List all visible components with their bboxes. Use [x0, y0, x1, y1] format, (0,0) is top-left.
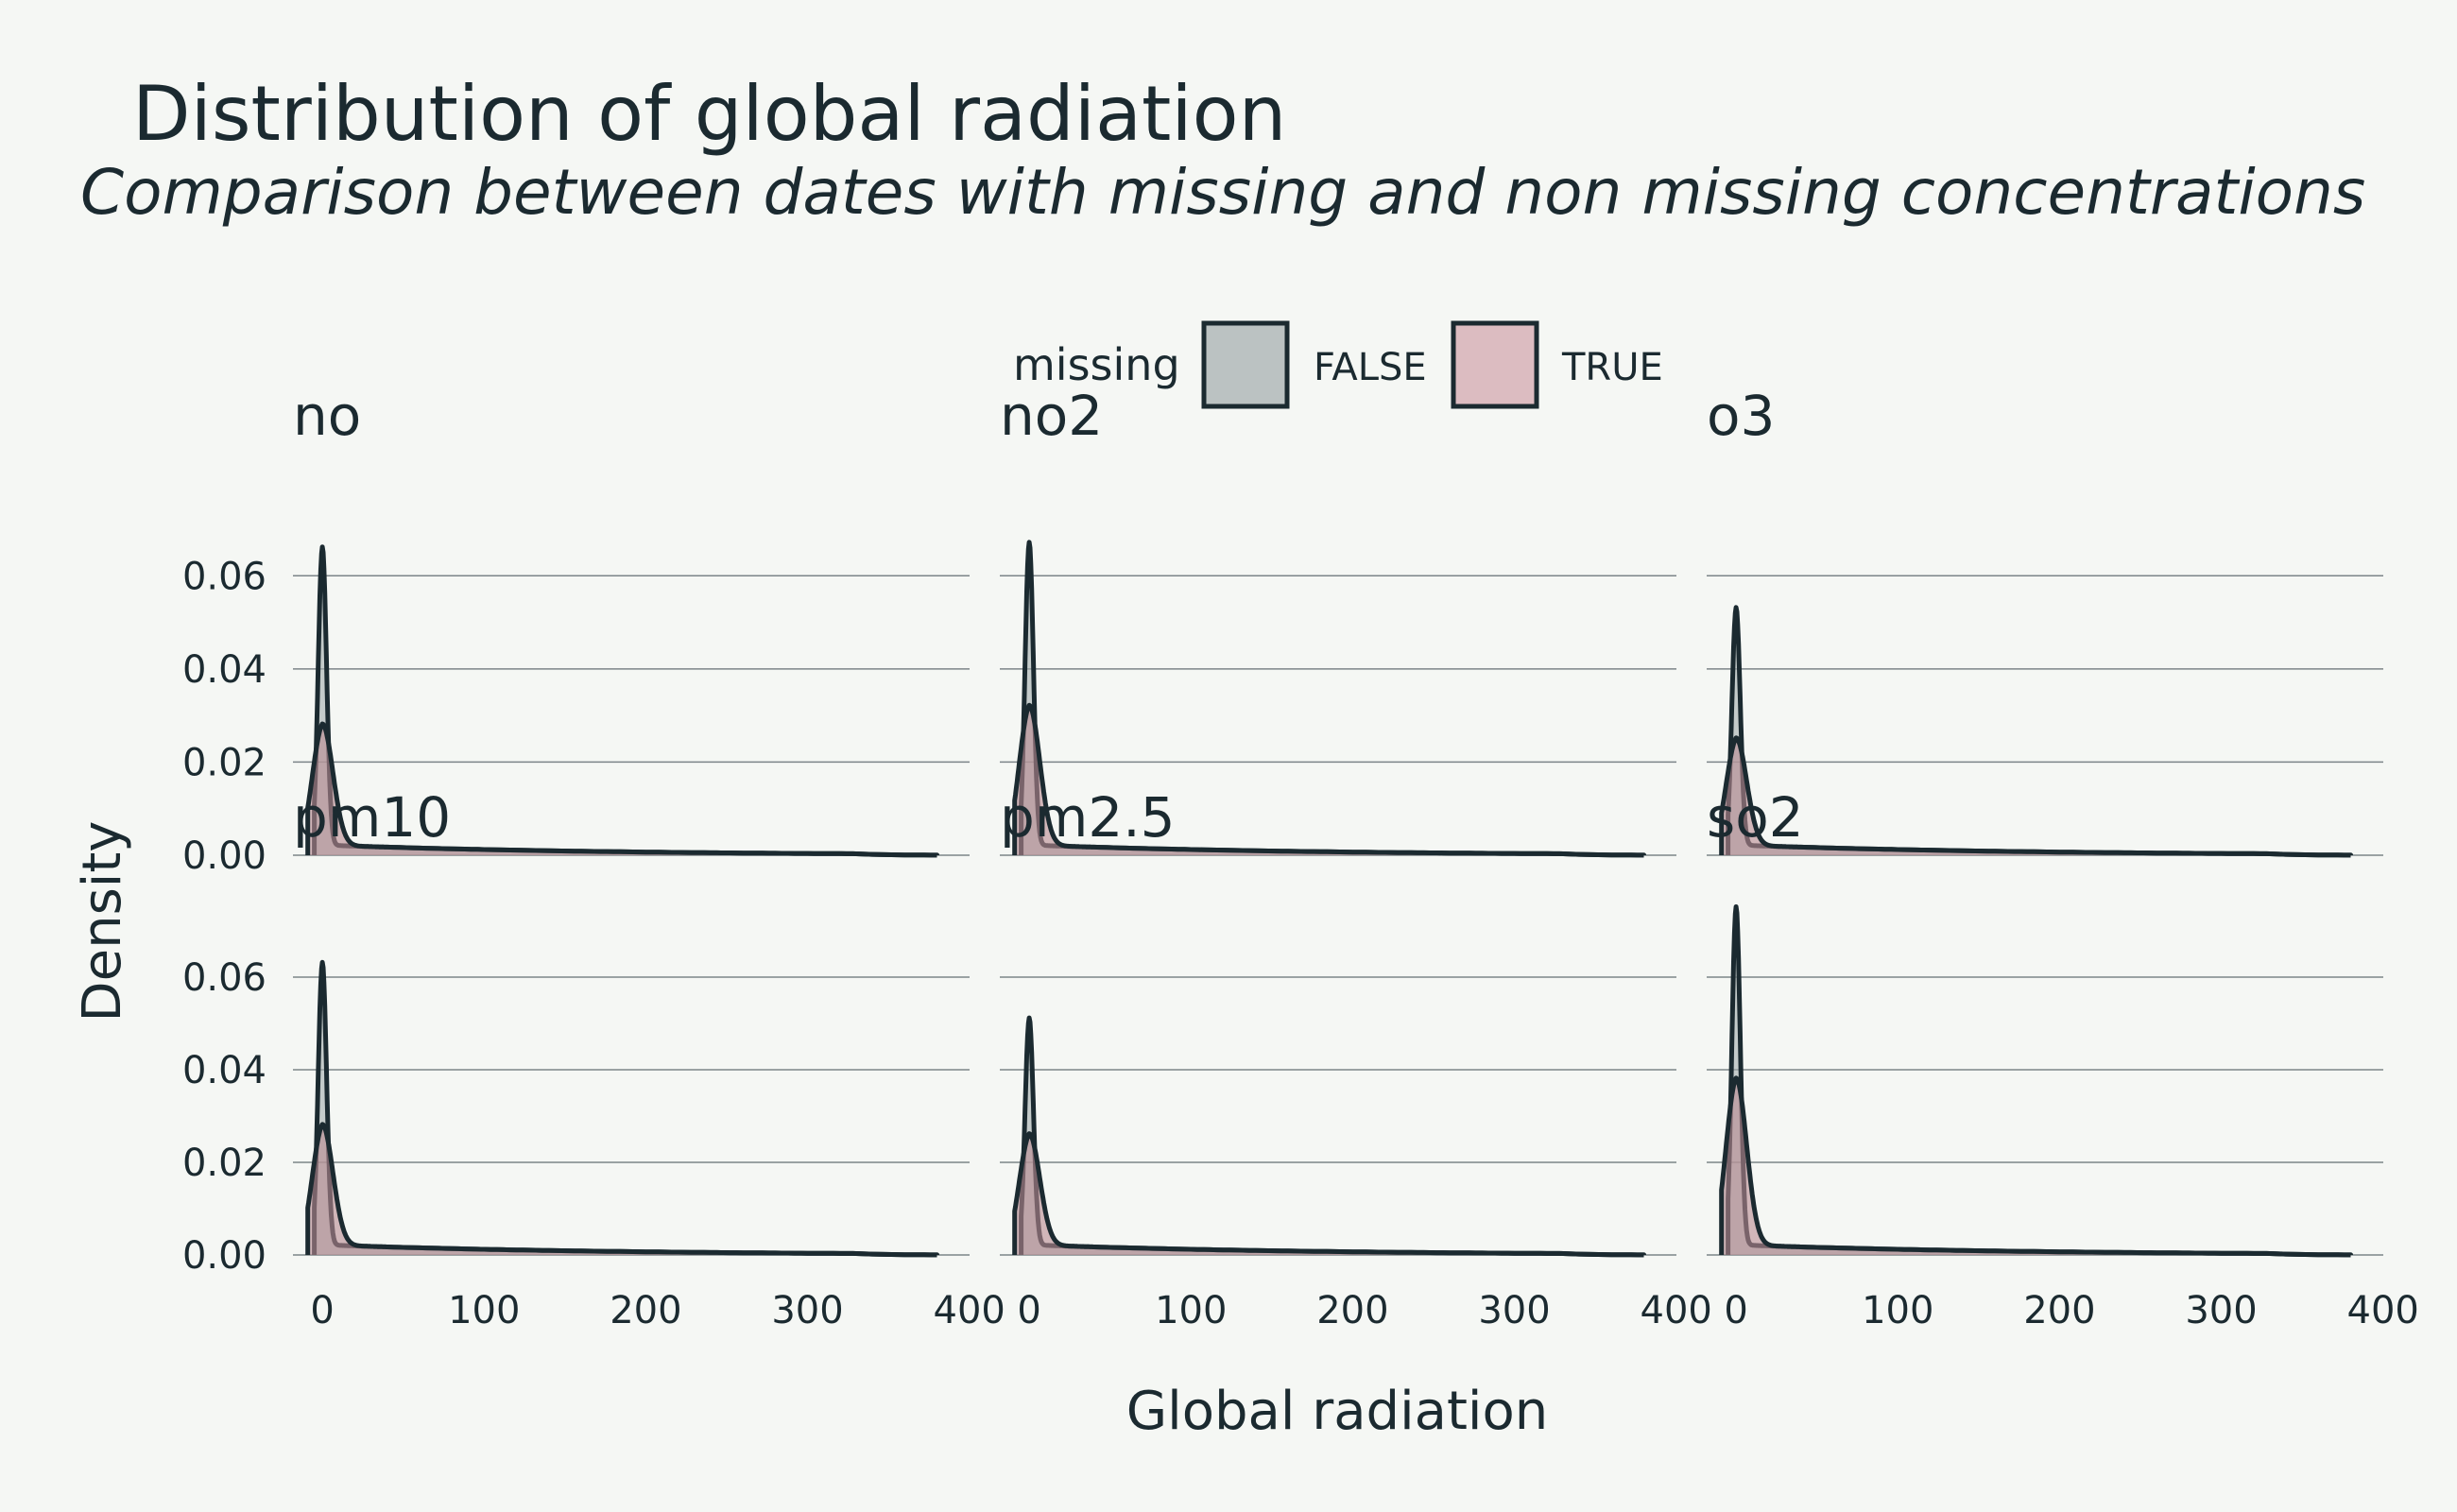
legend-title: missing [1013, 339, 1180, 390]
x-tick-label: 300 [1478, 1289, 1550, 1332]
facet-title: pm10 [293, 785, 451, 850]
x-tick-label: 200 [1316, 1289, 1388, 1332]
facet-panels: no 0.00 0.02 0.04 0.06 no2 o3 pm10 0.00 0.02 0.04 0… [182, 384, 2419, 1332]
y-tick-label: 0.02 [182, 741, 266, 784]
density-curve-false [1726, 605, 2353, 858]
x-tick-label: 100 [1862, 1289, 1933, 1332]
facet-no2: no2 [1000, 384, 1676, 858]
y-tick-label: 0.04 [182, 648, 266, 692]
x-tick-label: 400 [2347, 1289, 2419, 1332]
facet-no: no 0.00 0.02 0.04 0.06 [182, 384, 970, 878]
x-tick-label: 0 [1017, 1289, 1040, 1332]
y-tick-label: 0.00 [182, 1234, 266, 1278]
x-tick-label: 100 [1155, 1289, 1227, 1332]
legend-label-false: FALSE [1314, 346, 1427, 389]
density-curve-false [1019, 1015, 1646, 1258]
chart-subtitle: Comparison between dates with missing an… [80, 156, 2365, 229]
density-curve-true [1719, 1075, 2353, 1258]
chart-title: Distribution of global radiation [132, 70, 1286, 158]
facet-title: so2 [1707, 785, 1804, 850]
x-tick-label: 400 [934, 1289, 1005, 1332]
y-tick-label: 0.00 [182, 834, 266, 878]
density-curve-true [305, 1122, 939, 1258]
facet-so2: so2 0 100 200 300 400 [1707, 785, 2419, 1332]
y-tick-label: 0.06 [182, 956, 266, 1000]
density-curve-false [312, 959, 939, 1258]
y-tick-label: 0.04 [182, 1049, 266, 1092]
legend-key-false [1201, 320, 1290, 409]
y-tick-label: 0.06 [182, 555, 266, 598]
legend-key-true [1451, 320, 1539, 409]
x-tick-label: 300 [771, 1289, 843, 1332]
legend-label-true: TRUE [1561, 346, 1663, 389]
density-curve-true [1012, 1131, 1646, 1258]
facet-pm2-5: pm2.5 0 100 200 300 400 [1000, 785, 1712, 1332]
density-curve-true [305, 721, 939, 858]
density-curve-true [1012, 702, 1646, 858]
y-axis-title: Density [72, 821, 133, 1022]
x-axis-title: Global radiation [1126, 1381, 1548, 1442]
legend: missing FALSE TRUE [1013, 320, 1663, 409]
density-curve-true [1719, 735, 2353, 858]
x-tick-label: 0 [310, 1289, 334, 1332]
x-tick-label: 400 [1641, 1289, 1712, 1332]
facet-pm10: pm10 0.00 0.02 0.04 0.06 0 100 200 300 400 [182, 785, 1005, 1332]
y-tick-label: 0.02 [182, 1142, 266, 1185]
facet-title: o3 [1707, 384, 1775, 448]
facet-title: pm2.5 [1000, 785, 1176, 850]
x-tick-label: 100 [448, 1289, 520, 1332]
x-tick-label: 200 [610, 1289, 681, 1332]
facet-o3: o3 [1707, 384, 2383, 858]
facet-title: no [293, 384, 361, 448]
x-tick-label: 0 [1724, 1289, 1747, 1332]
x-tick-label: 200 [2023, 1289, 2095, 1332]
x-tick-label: 300 [2185, 1289, 2257, 1332]
density-curve-false [1726, 904, 2353, 1258]
facet-title: no2 [1000, 384, 1103, 448]
